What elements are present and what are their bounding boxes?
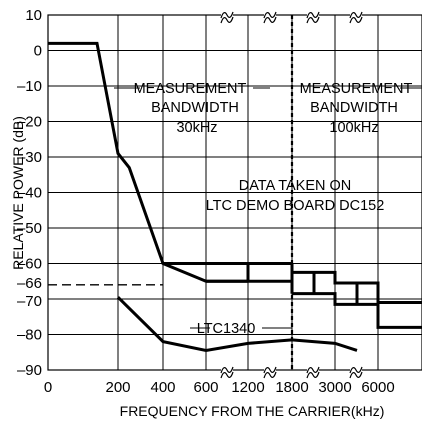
y-tick-label: –10 [17,78,42,95]
y-axis-label: RELATIVE POWER (dB) [10,116,26,270]
axis-break-mark [220,366,234,379]
x-tick-label: 400 [150,379,175,396]
measurement-bandwidth-left-line3: 30kHz [176,120,217,136]
grid [47,14,422,371]
x-tick-label: 1200 [231,379,264,396]
series-line-2 [292,270,422,305]
annotations: MEASUREMENT BANDWIDTH 30kHz MEASUREMENT … [114,81,422,337]
y-tick-label: 0 [34,43,42,60]
x-axis-label: FREQUENCY FROM THE CARRIER(kHz) [120,403,385,419]
axis-break-mark [349,11,363,24]
y-tick-label: –90 [17,362,42,379]
y-tick-label: –40 [17,185,42,202]
axis-break-mark [263,366,277,379]
x-axis-ticks: 0 200 400 600 1200 1800 3000 6000 [44,379,395,396]
x-tick-label: 600 [193,379,218,396]
y-tick-label: –60 [17,256,42,273]
x-tick-label: 6000 [361,379,394,396]
axis-break-mark [349,366,363,379]
measurement-bandwidth-right-line2: BANDWIDTH [310,100,398,116]
y-tick-label: –20 [17,114,42,131]
x-tick-label: 1800 [275,379,308,396]
y-axis-ticks: 10 0 –10 –20 –30 –40 –50 –60 –66–70 –80 –90 [17,7,42,379]
y-tick-label: –70 [17,293,42,310]
series-line-4 [116,296,358,353]
break-marks [220,9,363,379]
axis-break-mark [263,11,277,24]
x-tick-label: 3000 [318,379,351,396]
data-taken-line2: LTC DEMO BOARD DC152 [206,198,385,214]
x-tick-label: 0 [44,379,52,396]
series-line-0 [48,41,248,283]
y-tick-label: –80 [17,327,42,344]
data-lines [48,15,422,370]
x-tick-label: 200 [105,379,130,396]
measurement-bandwidth-right-line1: MEASUREMENT [300,81,413,97]
y-tick-label: –50 [17,220,42,237]
measurement-bandwidth-right-line3: 100kHz [329,120,378,136]
ltc1340-label: LTC1340 [197,321,256,337]
y-tick-label: –66 [17,275,42,292]
axis-break-mark [306,11,320,24]
axis-break-mark [220,11,234,24]
y-tick-label: 10 [25,7,42,24]
measurement-bandwidth-left-line2: BANDWIDTH [151,100,239,116]
data-taken-line1: DATA TAKEN ON [239,178,352,194]
measurement-bandwidth-left-line1: MEASUREMENT [134,81,247,97]
y-tick-label: –30 [17,149,42,166]
axis-break-mark [306,366,320,379]
plot-frame [47,14,422,371]
